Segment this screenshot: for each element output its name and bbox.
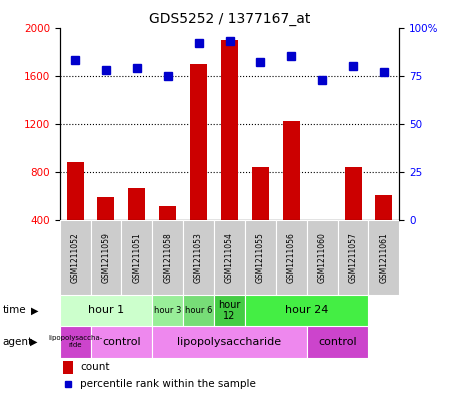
Text: GSM1211056: GSM1211056 <box>287 232 296 283</box>
Text: control: control <box>318 337 357 347</box>
Text: GSM1211059: GSM1211059 <box>101 232 111 283</box>
Bar <box>221 40 238 220</box>
Bar <box>245 295 369 326</box>
Bar <box>129 187 146 220</box>
Bar <box>90 220 122 295</box>
Bar <box>345 167 362 220</box>
Bar <box>307 220 337 295</box>
Bar <box>245 220 276 295</box>
Text: GSM1211052: GSM1211052 <box>71 232 79 283</box>
Text: GSM1211057: GSM1211057 <box>348 232 358 283</box>
Bar <box>276 220 307 295</box>
Bar <box>190 64 207 220</box>
Bar <box>159 206 176 220</box>
Bar <box>67 162 84 220</box>
Bar <box>214 220 245 295</box>
Text: lipopolysaccha-
ride: lipopolysaccha- ride <box>48 335 102 349</box>
Text: hour 24: hour 24 <box>285 305 328 316</box>
Text: count: count <box>80 362 110 372</box>
Text: hour
12: hour 12 <box>218 300 241 321</box>
Bar <box>122 220 152 295</box>
Text: hour 3: hour 3 <box>154 306 181 315</box>
Bar <box>90 326 152 358</box>
Text: GSM1211055: GSM1211055 <box>256 232 265 283</box>
Text: control: control <box>102 337 141 347</box>
Text: ▶: ▶ <box>30 337 37 347</box>
Text: GSM1211051: GSM1211051 <box>132 232 141 283</box>
Text: agent: agent <box>2 337 33 347</box>
Bar <box>214 295 245 326</box>
Bar <box>152 220 183 295</box>
Title: GDS5252 / 1377167_at: GDS5252 / 1377167_at <box>149 13 310 26</box>
Bar <box>252 167 269 220</box>
Text: GSM1211054: GSM1211054 <box>225 232 234 283</box>
Text: GSM1211061: GSM1211061 <box>380 232 388 283</box>
Text: GSM1211053: GSM1211053 <box>194 232 203 283</box>
Text: time: time <box>2 305 26 316</box>
Bar <box>375 195 392 220</box>
Bar <box>369 220 399 295</box>
Text: GSM1211060: GSM1211060 <box>318 232 327 283</box>
Text: lipopolysaccharide: lipopolysaccharide <box>178 337 281 347</box>
Bar <box>307 326 369 358</box>
Bar <box>60 220 90 295</box>
Text: ▶: ▶ <box>31 305 39 316</box>
Text: GSM1211058: GSM1211058 <box>163 232 172 283</box>
Bar <box>152 295 183 326</box>
Bar <box>60 326 90 358</box>
Bar <box>60 295 152 326</box>
Bar <box>283 121 300 220</box>
Text: hour 6: hour 6 <box>185 306 213 315</box>
Bar <box>183 295 214 326</box>
Bar <box>313 220 330 221</box>
Text: hour 1: hour 1 <box>88 305 124 316</box>
Bar <box>97 197 114 220</box>
Bar <box>337 220 369 295</box>
Bar <box>63 361 73 373</box>
Text: percentile rank within the sample: percentile rank within the sample <box>80 379 256 389</box>
Bar <box>152 326 307 358</box>
Bar <box>183 220 214 295</box>
